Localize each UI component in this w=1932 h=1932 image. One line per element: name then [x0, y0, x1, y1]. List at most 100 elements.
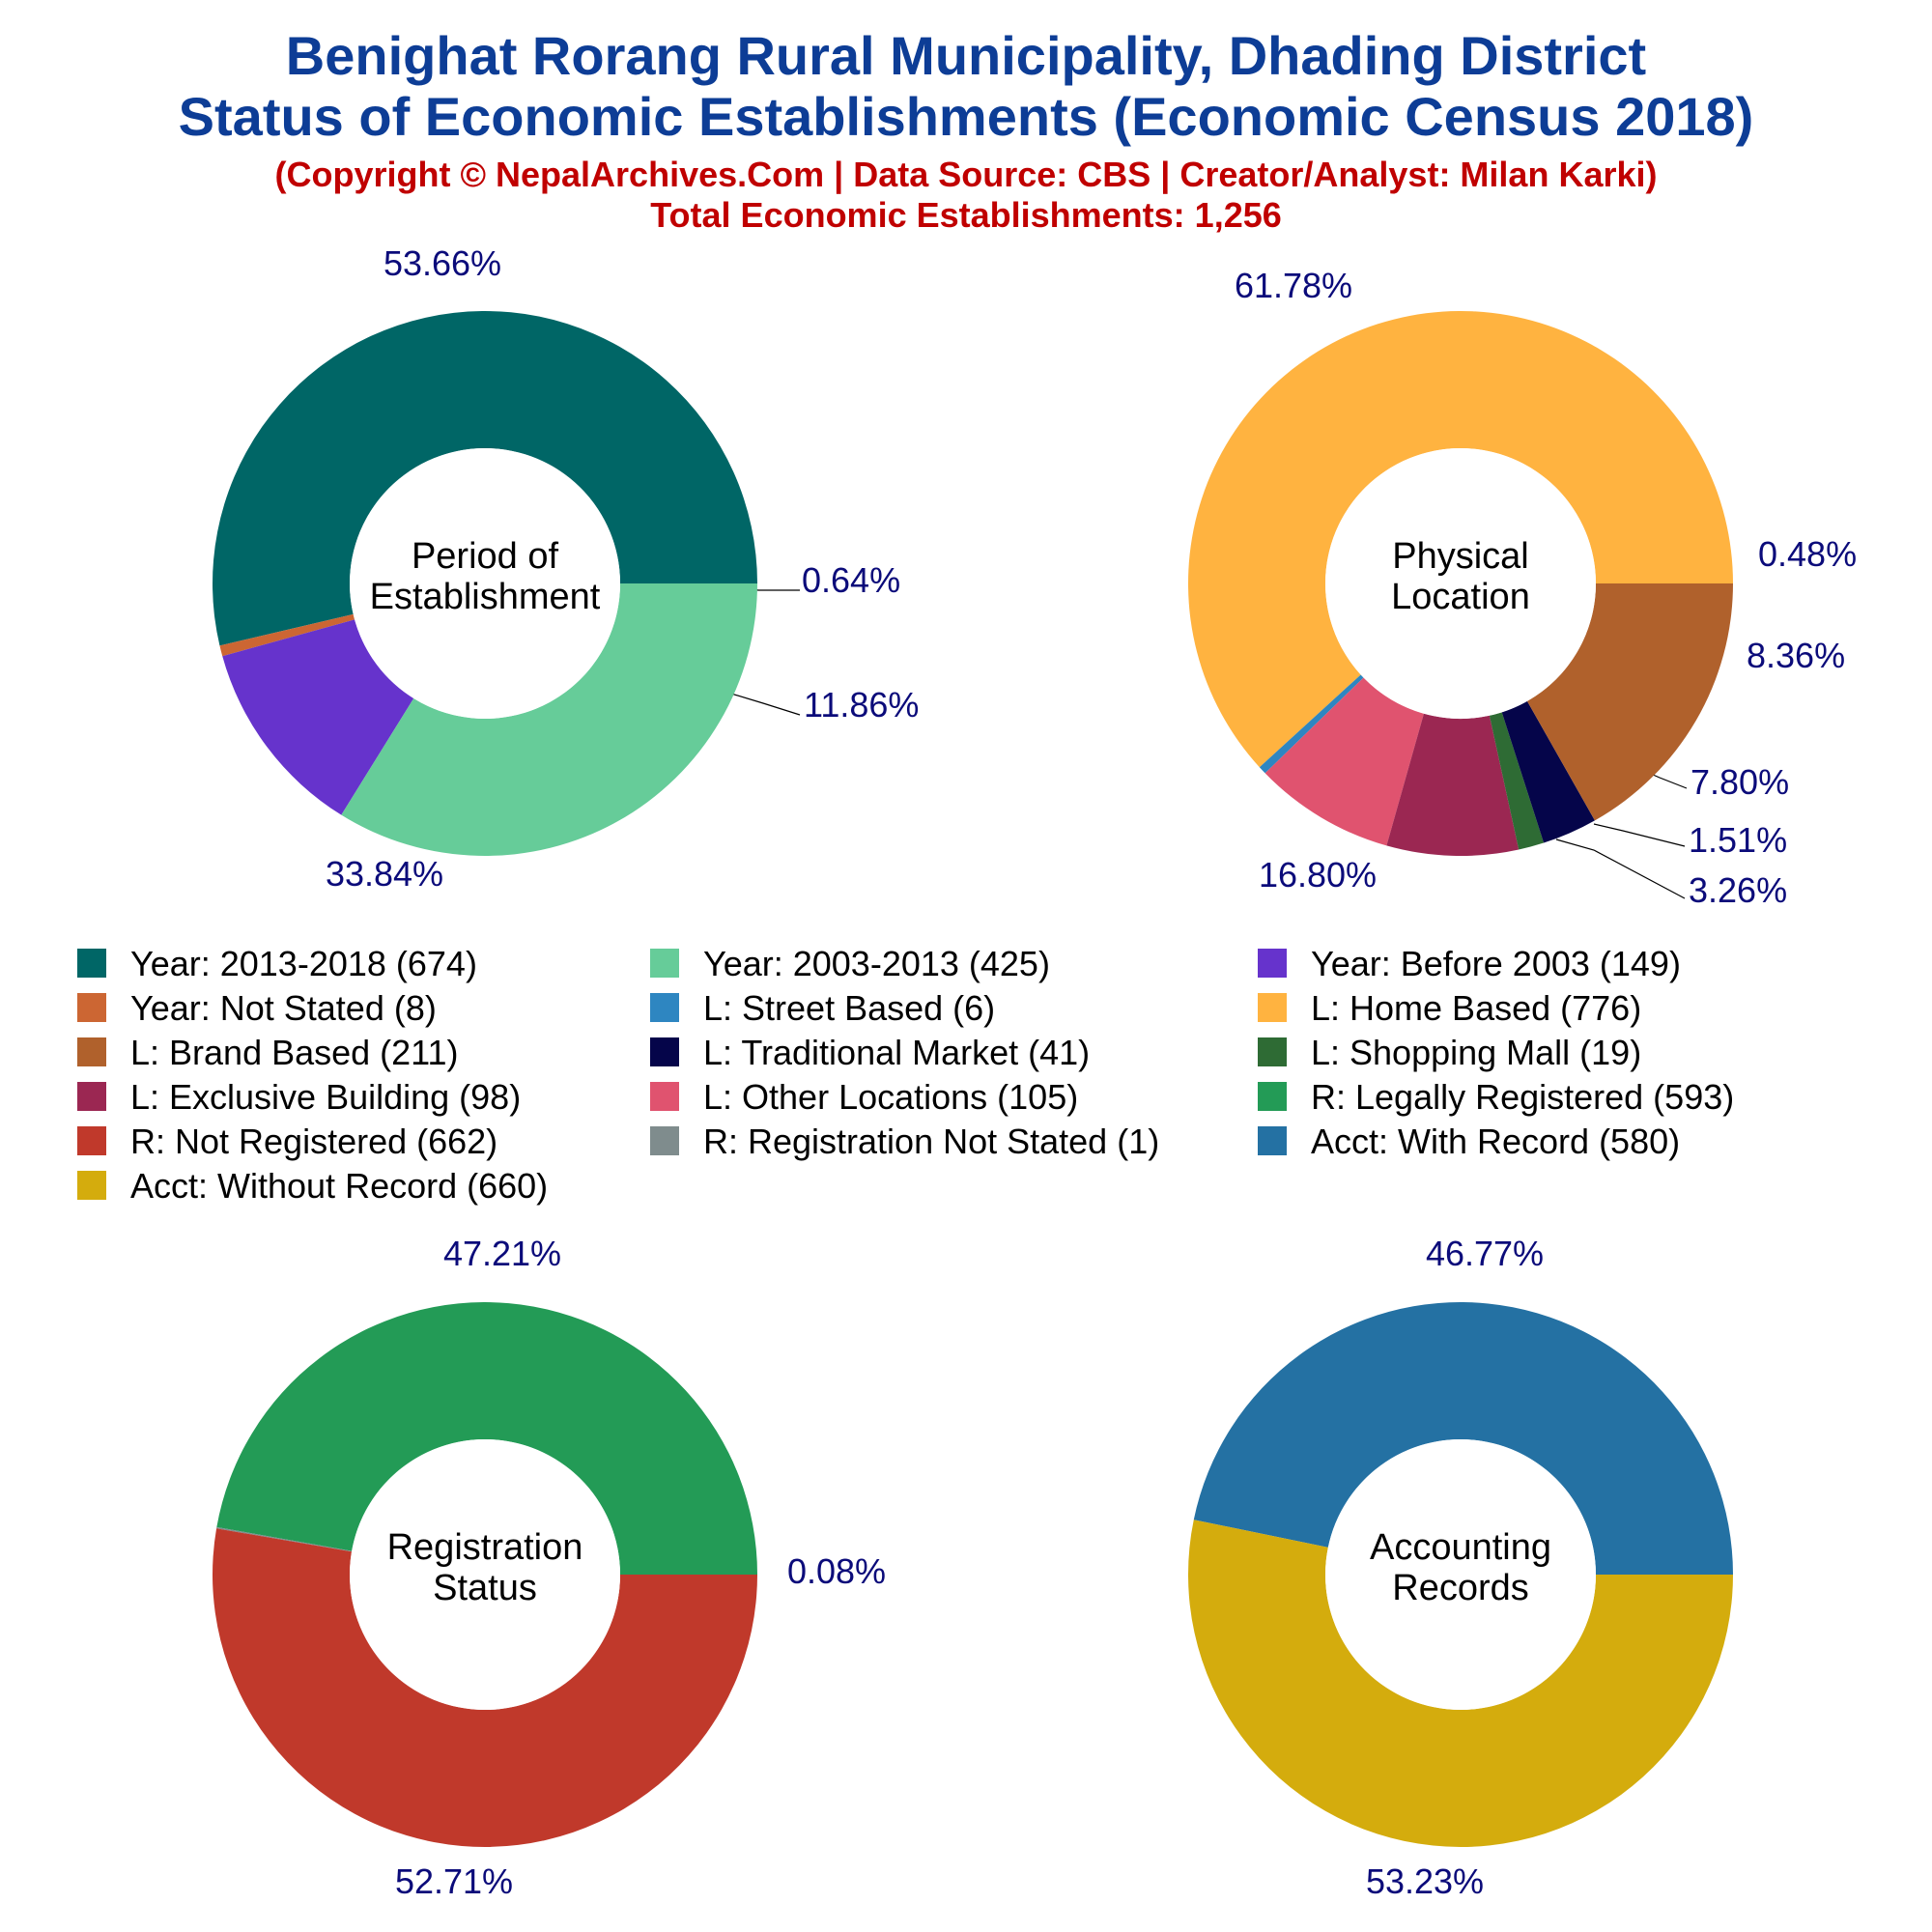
slice-percent-label: 16.80% [1259, 855, 1377, 895]
legend-item: Acct: With Record (580) [1258, 1122, 1680, 1161]
donut-center-label: Accounting [1370, 1527, 1551, 1568]
legend-swatch [1258, 949, 1287, 978]
legend-label: Acct: With Record (580) [1311, 1122, 1680, 1161]
legend-label: R: Registration Not Stated (1) [703, 1122, 1159, 1161]
legend-label: L: Exclusive Building (98) [130, 1077, 521, 1117]
legend-swatch [1258, 993, 1287, 1022]
donut-slice [222, 619, 414, 815]
donut-hole [350, 1439, 620, 1710]
donut-hole [350, 448, 620, 719]
legend-item: L: Home Based (776) [1258, 988, 1641, 1028]
slice-percent-label: 61.78% [1235, 266, 1352, 305]
donut-slice [219, 613, 355, 657]
donut-chart-1: 53.66% 0.64% 11.86% 33.84% Period ofEstablis… [212, 243, 919, 894]
legend-item: Year: 2013-2018 (674) [77, 944, 477, 983]
legend-swatch [1258, 1037, 1287, 1066]
legend-label: L: Street Based (6) [703, 988, 995, 1028]
legend-swatch [1258, 1126, 1287, 1155]
leader-line [730, 693, 801, 716]
legend-item: Year: Before 2003 (149) [1258, 944, 1681, 983]
legend-item: L: Traditional Market (41) [650, 1033, 1090, 1072]
legend-item: L: Exclusive Building (98) [77, 1077, 521, 1117]
donut-slice [1187, 311, 1733, 768]
legend: Year: 2013-2018 (674) Year: 2003-2013 (42… [77, 944, 1734, 1206]
donut-center-label: Status [433, 1568, 537, 1608]
legend-item: R: Not Registered (662) [77, 1122, 497, 1161]
legend-label: L: Shopping Mall (19) [1311, 1033, 1641, 1072]
legend-label: Acct: Without Record (660) [130, 1166, 548, 1206]
donut-center-label: Establishment [370, 577, 601, 617]
donut-slice [1501, 700, 1595, 843]
slice-percent-label: 53.23% [1366, 1861, 1484, 1901]
slice-percent-label: 8.36% [1747, 636, 1845, 675]
legend-item: L: Shopping Mall (19) [1258, 1033, 1641, 1072]
legend-swatch [77, 1037, 106, 1066]
legend-swatch [650, 1126, 679, 1155]
donut-center-label: Period of [412, 536, 559, 577]
slice-percent-label: 11.86% [804, 685, 919, 724]
chart-title-line1: Benighat Rorang Rural Municipality, Dhad… [286, 25, 1646, 86]
legend-item: L: Other Locations (105) [650, 1077, 1078, 1117]
legend-item: Year: 2003-2013 (425) [650, 944, 1050, 983]
slice-percent-label: 46.77% [1426, 1234, 1544, 1273]
donut-slice [1264, 677, 1424, 846]
donut-slice [1526, 583, 1733, 821]
donut-hole [1325, 1439, 1596, 1710]
legend-label: L: Other Locations (105) [703, 1077, 1078, 1117]
donut-slice [216, 1301, 758, 1575]
copyright-subtitle: (Copyright © NepalArchives.Com | Data So… [275, 155, 1658, 195]
slice-percent-label: 47.21% [443, 1234, 561, 1273]
legend-item: L: Brand Based (211) [77, 1033, 459, 1072]
legend-label: Year: Not Stated (8) [130, 988, 437, 1028]
donut-hole [1325, 448, 1596, 719]
donut-center-label: Records [1392, 1568, 1529, 1608]
legend-swatch [77, 1082, 106, 1111]
slice-percent-label: 0.48% [1758, 534, 1857, 574]
slice-percent-label: 33.84% [326, 854, 443, 894]
legend-swatch [650, 949, 679, 978]
legend-swatch [650, 1037, 679, 1066]
donut-center-label: Location [1391, 577, 1530, 617]
slice-percent-label: 1.51% [1689, 820, 1787, 860]
donut-charts: 53.66% 0.64% 11.86% 33.84% Period ofEstablis… [212, 243, 1857, 1901]
legend-swatch [77, 1171, 106, 1200]
total-subtitle: Total Economic Establishments: 1,256 [650, 195, 1282, 235]
slice-percent-label: 0.08% [787, 1551, 886, 1591]
legend-swatch [77, 949, 106, 978]
slice-percent-label: 52.71% [395, 1861, 513, 1901]
chart-title-line2: Status of Economic Establishments (Econo… [179, 86, 1754, 147]
legend-swatch [77, 993, 106, 1022]
legend-label: L: Traditional Market (41) [703, 1033, 1090, 1072]
legend-swatch [650, 1082, 679, 1111]
leader-line [1555, 838, 1686, 899]
donut-slice [1188, 1520, 1733, 1847]
leader-line [1593, 823, 1686, 847]
legend-label: Year: Before 2003 (149) [1311, 944, 1681, 983]
donut-center-label: Physical [1392, 536, 1529, 577]
legend-swatch [1258, 1082, 1287, 1111]
legend-swatch [77, 1126, 106, 1155]
donut-slice [1386, 713, 1520, 856]
legend-swatch [650, 993, 679, 1022]
donut-slice [341, 583, 757, 856]
legend-label: R: Not Registered (662) [130, 1122, 497, 1161]
legend-label: R: Legally Registered (593) [1311, 1077, 1734, 1117]
donut-slice [1489, 712, 1545, 850]
donut-slice [213, 1528, 757, 1847]
legend-label: L: Home Based (776) [1311, 988, 1641, 1028]
legend-label: L: Brand Based (211) [130, 1033, 459, 1072]
donut-slice [1193, 1302, 1733, 1575]
legend-item: R: Registration Not Stated (1) [650, 1122, 1159, 1161]
donut-chart-2: 61.78% 0.48% 8.36% 7.80% 1.51% 3.26% 16.80% Phy… [1187, 266, 1857, 910]
legend-label: Year: 2003-2013 (425) [703, 944, 1050, 983]
donut-slice [1259, 674, 1364, 774]
legend-item: L: Street Based (6) [650, 988, 995, 1028]
legend-label: Year: 2013-2018 (674) [130, 944, 477, 983]
donut-slice [216, 1526, 353, 1552]
legend-item: R: Legally Registered (593) [1258, 1077, 1734, 1117]
slice-percent-label: 7.80% [1690, 762, 1789, 802]
donut-slice [212, 310, 757, 646]
slice-percent-label: 53.66% [384, 243, 501, 283]
